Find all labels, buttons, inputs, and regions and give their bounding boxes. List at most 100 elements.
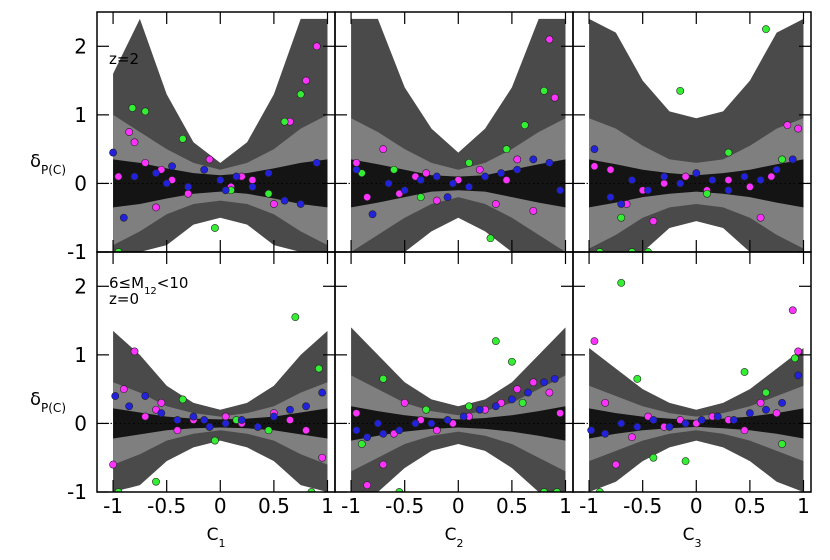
point	[550, 374, 559, 383]
panel	[335, 18, 573, 252]
point	[125, 402, 134, 411]
point	[427, 419, 436, 428]
point	[352, 409, 361, 418]
panel	[97, 313, 335, 492]
point	[184, 189, 193, 198]
point	[540, 378, 548, 387]
point	[152, 203, 160, 212]
point	[302, 426, 310, 435]
point	[660, 179, 669, 188]
point	[216, 176, 225, 184]
annotation-part: 6≤M	[109, 274, 144, 292]
point	[676, 179, 685, 188]
point	[703, 189, 711, 198]
x-tick-label: -0.5	[623, 494, 662, 518]
point	[660, 172, 669, 181]
point	[379, 145, 388, 154]
point	[312, 158, 321, 167]
x-tick-label: -1	[103, 494, 123, 518]
x-axis-label: C3	[683, 525, 702, 550]
point	[540, 86, 548, 95]
point	[168, 162, 176, 171]
point	[264, 169, 273, 178]
point	[713, 412, 722, 421]
point	[783, 121, 792, 130]
point	[590, 337, 599, 346]
point	[676, 86, 685, 95]
point	[363, 481, 372, 490]
y-axis-label: δP(C)	[30, 151, 66, 177]
point	[173, 416, 182, 424]
point	[357, 440, 366, 448]
x-tick-label: -0.5	[147, 494, 186, 518]
point	[590, 162, 599, 171]
point	[264, 426, 273, 435]
point	[767, 172, 776, 181]
x-tick-label: 1	[797, 494, 810, 518]
point	[791, 354, 799, 363]
annotation: z=2	[109, 50, 139, 68]
point	[211, 224, 219, 232]
point	[545, 388, 554, 397]
point	[248, 182, 257, 191]
point	[432, 426, 441, 435]
point	[379, 374, 388, 383]
point	[119, 385, 128, 394]
point	[606, 193, 615, 202]
point	[449, 179, 457, 188]
y-tick-label: 1	[74, 343, 87, 367]
band	[113, 408, 328, 439]
point	[697, 416, 706, 424]
point	[443, 193, 452, 202]
point	[141, 392, 150, 400]
x-axis-label: C2	[445, 525, 464, 550]
point	[587, 426, 596, 435]
point	[649, 416, 658, 424]
point	[724, 176, 733, 184]
point	[432, 172, 441, 181]
point	[253, 422, 262, 431]
x-axis-label-part: 1	[218, 537, 225, 550]
point	[141, 107, 150, 116]
point	[794, 124, 803, 133]
point	[740, 172, 749, 181]
point	[109, 460, 117, 469]
point	[352, 158, 361, 167]
point	[486, 234, 495, 243]
x-tick-label: -1	[579, 494, 599, 518]
point	[601, 398, 610, 407]
point	[205, 422, 214, 431]
point	[762, 388, 770, 397]
point	[114, 172, 123, 181]
point	[443, 416, 452, 424]
point	[422, 169, 431, 178]
point	[184, 182, 193, 191]
point	[312, 42, 321, 51]
point	[481, 172, 489, 181]
point	[529, 155, 538, 164]
point	[416, 176, 425, 184]
point	[507, 357, 516, 366]
point	[502, 176, 511, 184]
x-tick-label: 1	[559, 494, 572, 518]
point	[432, 196, 441, 205]
y-axis-label-part: δ	[30, 389, 41, 410]
point	[475, 165, 484, 174]
point	[778, 155, 786, 164]
y-tick-label: -1	[67, 240, 87, 264]
x-tick-label: 0.5	[496, 494, 528, 518]
point	[617, 200, 626, 208]
x-axis-label-part: 3	[694, 537, 701, 550]
point	[111, 392, 120, 400]
x-tick-label: -0.5	[385, 494, 424, 518]
x-axis-label-part: C	[445, 525, 457, 545]
point	[633, 422, 642, 431]
y-tick-label: 2	[74, 274, 87, 298]
point	[416, 193, 425, 202]
point	[724, 148, 733, 157]
point	[400, 186, 409, 195]
point	[665, 422, 674, 431]
point	[384, 179, 393, 188]
point	[745, 182, 754, 191]
